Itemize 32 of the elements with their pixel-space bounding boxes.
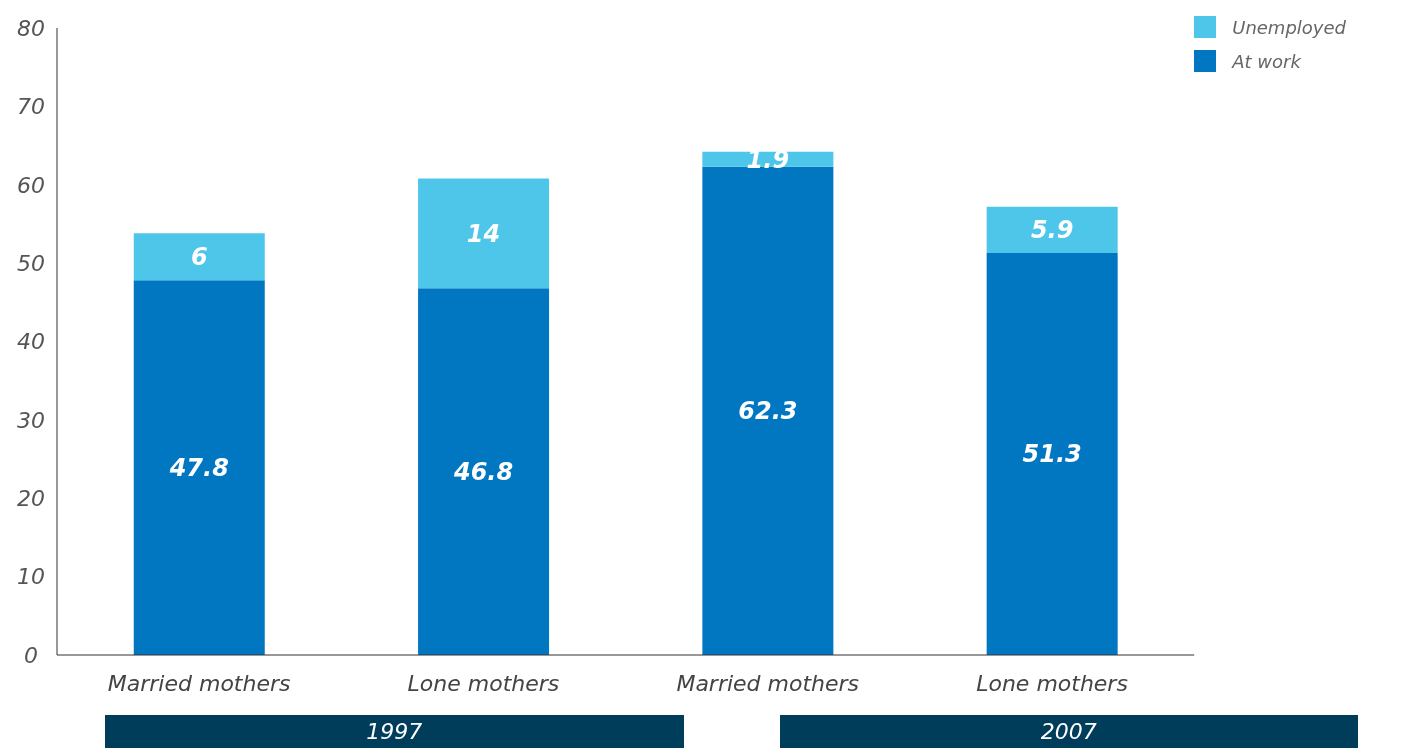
data-label: 5.9 (1030, 216, 1074, 245)
bar (986, 252, 1118, 655)
x-tick-label: Married mothers (107, 670, 291, 696)
y-tick-label: 0 (24, 642, 38, 668)
x-tick-label: Lone mothers (407, 670, 560, 696)
x-tick-label: Married mothers (676, 670, 860, 696)
data-label: 14 (466, 219, 501, 248)
text: 2007 (779, 715, 1358, 748)
y-tick-label: 50 (17, 250, 45, 276)
data-label: 62.3 (738, 397, 798, 426)
bar (133, 233, 265, 281)
y-tick-label: 30 (17, 407, 45, 433)
y-tick-label: 20 (17, 486, 45, 512)
bar (418, 178, 550, 289)
y-tick-label: 70 (17, 94, 45, 120)
data-label: 6 (190, 243, 208, 272)
legend-label: Unemployed (1232, 16, 1346, 38)
data-label: 47.8 (168, 454, 229, 483)
x-tick-label: Lone mothers (976, 670, 1128, 696)
bar (418, 288, 550, 655)
text: 1997 (105, 715, 684, 748)
data-label: 1.9 (746, 145, 790, 174)
y-tick-label: 60 (17, 172, 45, 198)
y-tick-label: 40 (17, 329, 45, 355)
data-label: 46.8 (452, 458, 514, 487)
y-tick-label: 80 (17, 15, 45, 41)
legend-label: At work (1232, 50, 1301, 72)
data-label: 51.3 (1022, 440, 1082, 469)
bar (133, 280, 265, 655)
bar (986, 206, 1118, 253)
y-tick-label: 10 (17, 564, 45, 590)
bar (702, 166, 834, 655)
